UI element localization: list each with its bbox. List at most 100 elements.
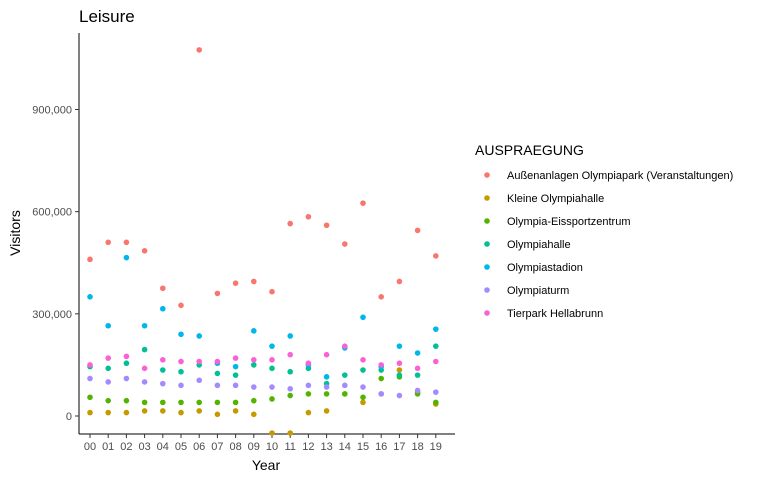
data-point xyxy=(160,399,166,406)
data-point xyxy=(414,387,421,394)
legend-key xyxy=(484,218,490,224)
x-tick-label: 02 xyxy=(120,441,132,453)
data-point xyxy=(178,358,184,365)
series-points xyxy=(87,47,439,309)
data-point xyxy=(287,351,294,358)
data-point xyxy=(196,333,202,339)
data-point xyxy=(160,408,166,414)
data-point xyxy=(414,365,421,372)
data-point xyxy=(214,358,221,365)
data-point xyxy=(141,346,148,353)
data-point xyxy=(123,397,130,404)
data-point xyxy=(123,360,130,367)
data-point xyxy=(305,360,312,367)
data-point xyxy=(378,362,385,368)
data-point xyxy=(360,200,366,206)
data-point xyxy=(214,382,221,389)
data-point xyxy=(305,409,312,416)
data-point xyxy=(123,239,130,246)
data-point xyxy=(342,382,348,389)
data-point xyxy=(287,220,294,227)
data-point xyxy=(433,399,439,406)
legend-label: Tierpark Hellabrunn xyxy=(507,308,603,320)
data-point xyxy=(232,363,239,370)
data-point xyxy=(214,290,221,297)
data-point xyxy=(323,391,330,397)
data-point xyxy=(269,365,275,372)
data-points xyxy=(87,47,439,436)
data-point xyxy=(323,384,330,390)
data-point xyxy=(269,288,275,295)
data-point xyxy=(87,409,93,416)
data-point xyxy=(360,357,366,363)
data-point xyxy=(396,360,403,367)
data-point xyxy=(342,343,348,349)
legend-label: Olympiahalle xyxy=(507,239,571,251)
data-point xyxy=(305,213,312,220)
data-point xyxy=(105,409,111,416)
data-point xyxy=(196,408,202,414)
data-point xyxy=(232,408,239,414)
data-point xyxy=(87,394,93,401)
data-point xyxy=(433,358,439,365)
data-point xyxy=(287,333,294,339)
data-point xyxy=(305,382,312,389)
data-point xyxy=(378,391,385,397)
legend-key xyxy=(484,287,490,293)
data-point xyxy=(178,368,184,375)
data-point xyxy=(160,357,166,363)
data-point xyxy=(287,368,294,375)
series-points xyxy=(87,343,439,372)
data-point xyxy=(105,322,111,329)
data-point xyxy=(87,256,93,263)
data-point xyxy=(105,239,111,246)
legend-key xyxy=(484,310,490,316)
data-point xyxy=(287,430,294,436)
data-point xyxy=(178,399,184,406)
data-point xyxy=(196,358,202,365)
x-tick-label: 09 xyxy=(248,441,260,453)
data-point xyxy=(123,353,130,360)
data-point xyxy=(160,367,166,373)
x-ticks: 00 01 02 03 04 05 06 07 08 09 10 11 12 13 14 15 16 17 18 19 xyxy=(84,434,442,453)
data-point xyxy=(360,367,366,373)
data-point xyxy=(342,372,348,378)
legend-label: Olympiastadion xyxy=(507,262,583,274)
data-point xyxy=(160,305,166,312)
data-point xyxy=(323,351,330,358)
data-point xyxy=(433,343,439,349)
data-point xyxy=(105,355,111,361)
x-tick-label: 05 xyxy=(175,441,187,453)
data-point xyxy=(141,322,148,329)
axes xyxy=(78,33,455,435)
legend-label: Olympia-Eissportzentrum xyxy=(507,216,630,228)
x-tick-label: 03 xyxy=(138,441,150,453)
data-point xyxy=(160,380,166,387)
data-point xyxy=(178,409,184,416)
y-axis-title: Visitors xyxy=(7,210,23,256)
data-point xyxy=(105,365,111,372)
data-point xyxy=(251,397,257,404)
data-point xyxy=(214,399,221,406)
data-point xyxy=(378,375,385,382)
data-point xyxy=(360,394,366,401)
legend-title: AUSPRAEGUNG xyxy=(475,142,584,158)
data-point xyxy=(323,408,330,414)
data-point xyxy=(360,384,366,390)
data-point xyxy=(214,411,221,418)
data-point xyxy=(87,294,93,300)
x-tick-label: 15 xyxy=(357,441,369,453)
x-tick-label: 10 xyxy=(266,441,278,453)
data-point xyxy=(396,392,403,399)
data-point xyxy=(105,379,111,385)
x-tick-label: 08 xyxy=(229,441,241,453)
data-point xyxy=(251,357,257,363)
legend-label: Außenanlagen Olympiapark (Veranstaltunge… xyxy=(507,170,733,182)
series-points xyxy=(87,375,439,399)
data-point xyxy=(360,399,366,406)
x-tick-label: 07 xyxy=(211,441,223,453)
x-tick-label: 13 xyxy=(320,441,332,453)
data-point xyxy=(414,372,421,378)
data-point xyxy=(232,372,239,378)
